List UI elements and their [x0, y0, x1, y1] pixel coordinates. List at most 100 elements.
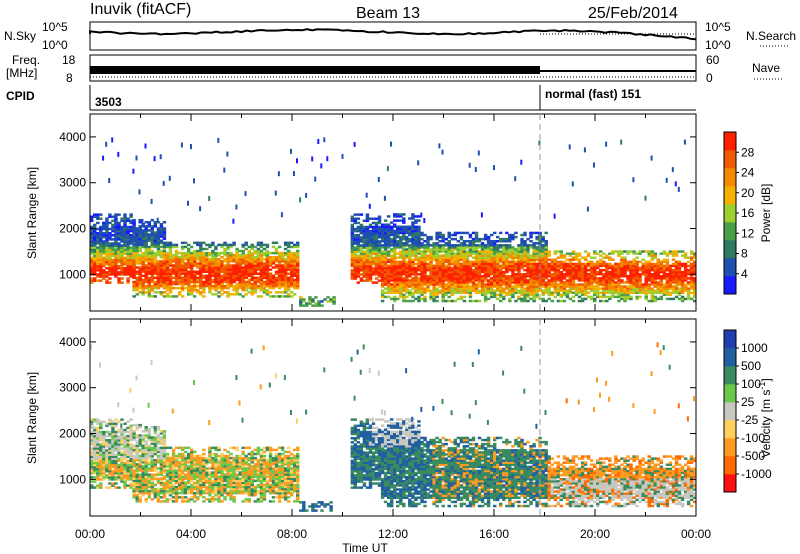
heatmap-cell	[456, 231, 461, 235]
heatmap-cell	[371, 217, 376, 220]
heatmap-cell	[350, 260, 355, 264]
heatmap-cell	[432, 246, 436, 249]
heatmap-cell	[565, 293, 570, 297]
heatmap-cell	[562, 299, 567, 303]
heatmap-cell	[205, 280, 209, 284]
heatmap-cell	[126, 478, 130, 481]
heatmap-cell	[459, 273, 464, 276]
heatmap-cell	[102, 443, 106, 446]
heatmap-cell	[477, 270, 482, 274]
heatmap-cell	[223, 274, 227, 278]
heatmap-cell	[102, 465, 106, 469]
heatmap-cell	[665, 258, 670, 261]
heatmap-cell	[608, 256, 612, 259]
heatmap-cell	[90, 457, 94, 461]
heatmap-cell	[187, 293, 191, 296]
heatmap-cell	[96, 262, 100, 266]
heatmap-cell	[608, 285, 612, 288]
heatmap-cell	[468, 289, 473, 292]
heatmap-cell	[465, 262, 470, 266]
heatmap-cell	[665, 254, 670, 257]
heatmap-cell	[408, 254, 412, 257]
heatmap-cell	[483, 237, 488, 241]
heatmap-cell	[126, 281, 130, 284]
heatmap-cell	[635, 252, 639, 255]
heatmap-cell	[259, 270, 264, 273]
heatmap-cell	[229, 264, 233, 267]
heatmap-cell	[486, 289, 491, 292]
heatmap-cell	[426, 248, 430, 251]
heatmap-cell	[680, 273, 685, 276]
heatmap-cell	[368, 250, 373, 253]
heatmap-cell	[474, 268, 479, 272]
heatmap-cell	[656, 258, 661, 261]
heatmap-cell	[250, 286, 255, 290]
heatmap-cell	[262, 286, 267, 290]
heatmap-cell	[150, 266, 155, 269]
heatmap-cell	[202, 282, 206, 286]
heatmap-cell	[520, 289, 524, 292]
heatmap-cell	[486, 266, 491, 270]
heatmap-cell	[90, 463, 94, 467]
heatmap-cell	[450, 258, 455, 261]
heatmap-cell	[168, 245, 173, 249]
heatmap-cell	[293, 171, 295, 177]
heatmap-cell	[674, 254, 679, 257]
heatmap-cell	[517, 283, 521, 286]
heatmap-cell	[147, 284, 152, 288]
heatmap-cell	[383, 229, 388, 233]
heatmap-cell	[456, 266, 461, 270]
heatmap-cell	[262, 272, 267, 275]
heatmap-cell	[632, 287, 636, 290]
colorbar-tick-label: 12	[741, 226, 755, 240]
heatmap-cell	[438, 268, 442, 272]
heatmap-cell	[611, 264, 615, 268]
heatmap-cell	[105, 443, 109, 446]
heatmap-cell	[220, 286, 224, 290]
heatmap-cell	[226, 270, 230, 273]
heatmap-cell	[471, 262, 476, 266]
heatmap-cell	[226, 245, 230, 249]
heatmap-cell	[426, 250, 430, 253]
heatmap-cell	[93, 457, 97, 461]
heatmap-cell	[577, 287, 582, 290]
heatmap-cell	[247, 291, 252, 294]
heatmap-cell	[408, 250, 412, 253]
heatmap-cell	[665, 289, 670, 292]
heatmap-cell	[680, 291, 685, 294]
heatmap-cell	[126, 447, 130, 450]
heatmap-cell	[93, 486, 97, 489]
heatmap-cell	[617, 281, 621, 284]
heatmap-cell	[432, 283, 436, 286]
heatmap-cell	[93, 434, 97, 438]
heatmap-cell	[96, 242, 100, 245]
heatmap-cell	[90, 216, 92, 222]
heatmap-cell	[117, 476, 121, 479]
heatmap-cell	[368, 217, 373, 220]
heatmap-cell	[532, 291, 536, 294]
heatmap-cell	[274, 278, 279, 282]
heatmap-cell	[374, 248, 379, 251]
heatmap-cell	[105, 248, 109, 251]
heatmap-cell	[405, 266, 409, 270]
heatmap-cell	[589, 273, 594, 276]
heatmap-cell	[532, 248, 536, 251]
heatmap-cell	[620, 297, 624, 301]
heatmap-cell	[96, 275, 100, 278]
heatmap-cell	[568, 262, 573, 266]
heatmap-cell	[393, 291, 397, 294]
heatmap-cell	[417, 262, 421, 266]
heatmap-cell	[456, 268, 461, 272]
heatmap-cell	[638, 252, 642, 255]
heatmap-cell	[123, 451, 127, 454]
heatmap-cell	[93, 229, 97, 233]
heatmap-cell	[605, 281, 609, 284]
heatmap-cell	[589, 289, 594, 292]
heatmap-cell	[447, 270, 451, 274]
heatmap-cell	[529, 240, 533, 243]
heatmap-cell	[114, 242, 118, 245]
heatmap-cell	[674, 273, 679, 276]
heatmap-cell	[602, 293, 606, 297]
heatmap-cell	[280, 282, 285, 286]
heatmap-cell	[693, 287, 697, 290]
